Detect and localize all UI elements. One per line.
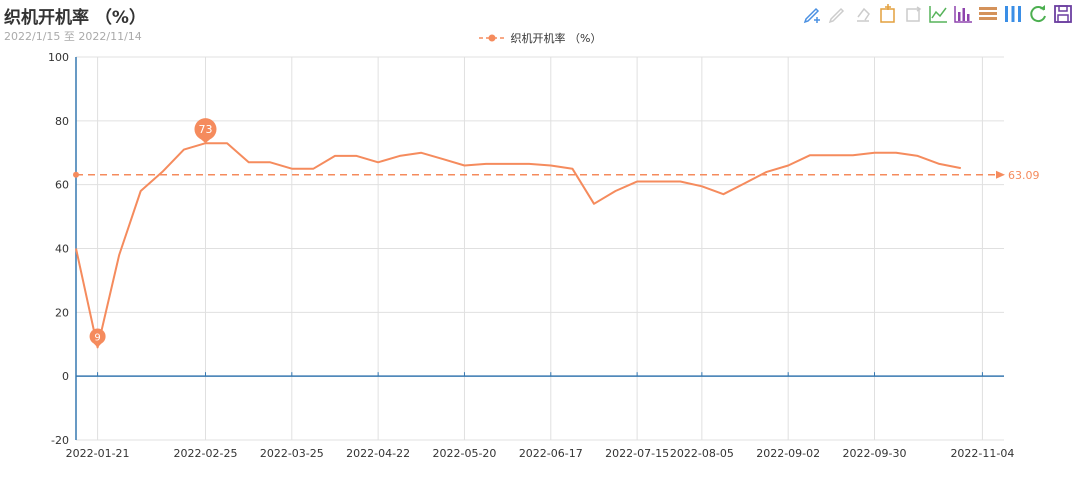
chart-subtitle: 2022/1/15 至 2022/11/14 — [4, 30, 142, 43]
zoom-select-icon[interactable] — [877, 3, 899, 25]
stack-icon[interactable] — [977, 3, 999, 25]
chart-title: 织机开机率 （%） — [4, 8, 146, 28]
x-tick-label: 2022-06-17 — [519, 447, 583, 460]
restore-icon[interactable] — [1027, 3, 1049, 25]
mark-pin-label: 73 — [198, 123, 212, 136]
x-tick-label: 2022-08-05 — [670, 447, 734, 460]
mark-line-label: 63.09 — [1008, 169, 1040, 182]
line-chart-icon[interactable] — [927, 3, 949, 25]
mark-pin-label: 9 — [94, 332, 100, 343]
mark-pin — [89, 328, 106, 345]
y-tick-label: 40 — [55, 243, 69, 256]
y-tick-label: 80 — [55, 115, 69, 128]
mark-pen-icon[interactable] — [802, 3, 824, 25]
toolbox — [802, 3, 1074, 25]
mark-undo-icon[interactable] — [827, 3, 849, 25]
series-line — [75, 142, 961, 349]
x-tick-label: 2022-04-22 — [346, 447, 410, 460]
x-tick-label: 2022-05-20 — [432, 447, 496, 460]
mark-pin — [194, 118, 217, 141]
x-tick-label: 2022-01-21 — [66, 447, 130, 460]
mark-clear-icon[interactable] — [852, 3, 874, 25]
y-tick-label: 60 — [55, 179, 69, 192]
x-tick-label: 2022-09-02 — [756, 447, 820, 460]
y-tick-label: -20 — [51, 434, 69, 447]
x-tick-label: 2022-07-15 — [605, 447, 669, 460]
x-tick-label: 2022-09-30 — [843, 447, 907, 460]
legend-line-icon — [478, 34, 505, 42]
x-tick-label: 2022-02-25 — [174, 447, 238, 460]
zoom-reset-icon[interactable] — [902, 3, 924, 25]
tiled-icon[interactable] — [1002, 3, 1024, 25]
mark-line-arrow — [996, 170, 1005, 179]
y-tick-label: 20 — [55, 306, 69, 319]
legend[interactable]: 织机开机率 （%） — [0, 30, 1080, 46]
y-tick-label: 100 — [48, 51, 69, 64]
x-tick-label: 2022-11-04 — [950, 447, 1014, 460]
bar-chart-icon[interactable] — [952, 3, 974, 25]
legend-label: 织机开机率 （%） — [510, 32, 602, 45]
y-tick-label: 0 — [62, 370, 69, 383]
save-image-icon[interactable] — [1052, 3, 1074, 25]
x-tick-label: 2022-03-25 — [260, 447, 324, 460]
